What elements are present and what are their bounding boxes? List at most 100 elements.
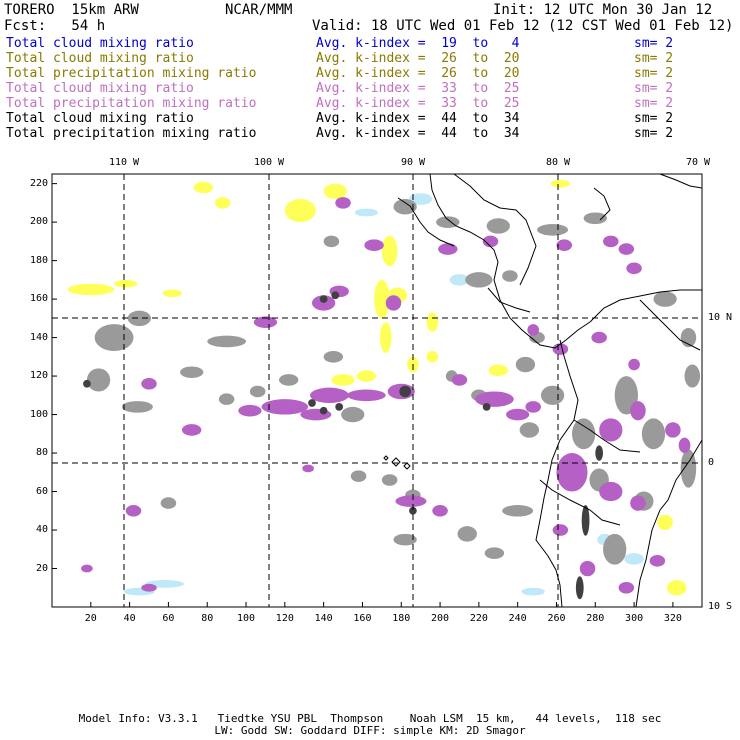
gray-field-cell [641,418,666,450]
coastline [383,455,389,461]
legend-field-name: Total cloud mixing ratio [6,81,194,96]
purple-field-cell [678,437,691,454]
dark-field-cell [482,403,491,411]
grid-y-label: 120 [29,370,48,382]
yellow-field-cell [426,351,439,363]
legend-smoothing: sm= 2 [634,81,674,96]
yellow-field-cell [381,235,398,267]
purple-field-cell [253,316,278,328]
purple-field-cell [579,560,596,577]
footer-physics: LW: Godd SW: Goddard DIFF: simple KM: 2D… [214,724,526,737]
legend-smoothing: sm= 2 [634,126,674,141]
purple-field-cell [591,331,607,344]
purple-field-cell [527,324,540,336]
legend-row: Total precipitation mixing ratio Avg. k-i… [6,96,731,111]
coastline [539,479,621,526]
forecast-hour: Fcst: 54 h [4,18,106,34]
grid-x-label: 180 [392,613,411,624]
coastlines [383,173,703,608]
coastline [639,299,701,351]
legend-k-index: Avg. k-index = 26 to 20 [316,51,520,66]
purple-field-cell [599,418,623,442]
grid-x-label: 80 [201,613,214,624]
purple-field-cell [385,295,402,311]
purple-field-cell [182,424,202,436]
gray-field-cell [180,366,204,378]
gray-field-cell [160,497,177,509]
gray-field-cell [502,505,534,517]
yellow-field-cell [284,199,316,223]
legend-smoothing: sm= 2 [634,111,674,126]
legend-field-name: Total precipitation mixing ratio [6,126,257,141]
grid-x-label: 120 [275,613,294,624]
purple-field-cell [432,505,448,517]
yellow-field-cell [657,514,673,531]
purple-field-cell [261,399,309,415]
longitude-label: 80 W [545,157,571,168]
purple-field-cell [506,408,530,421]
field-layer [67,179,701,600]
dark-field-cell [319,295,328,303]
purple-field-cell [81,564,93,573]
purple-field-cell [482,235,499,248]
legend-k-index: Avg. k-index = 19 to 4 [316,36,520,51]
purple-field-cell [525,401,541,413]
gray-field-cell [207,335,247,348]
purple-field-cell [630,495,646,511]
gray-field-cell [603,533,627,565]
cyan-field-cell [409,193,433,205]
purple-field-cell [556,239,573,251]
latitude-label: 10 N [708,312,733,323]
grid-y-label: 220 [29,177,48,189]
legend-field-name: Total cloud mixing ratio [6,51,194,66]
legend-field-name: Total cloud mixing ratio [6,36,194,51]
gray-field-cell [680,449,697,488]
gray-field-cell [684,364,701,388]
grid-y-label: 180 [29,254,48,266]
legend-k-index: Avg. k-index = 33 to 25 [316,81,520,96]
coastline [429,173,591,349]
grid-y-label: 40 [35,524,48,536]
gray-field-cell [540,385,565,405]
gray-field-cell [94,324,134,352]
dark-field-cell [319,406,328,415]
yellow-field-cell [331,374,355,386]
longitude-label: 70 W [685,157,711,168]
legend-field-name: Total precipitation mixing ratio [6,66,257,81]
purple-field-cell [649,555,666,567]
gray-field-cell [486,218,510,234]
gray-field-cell [653,291,677,307]
purple-field-cell [665,422,681,438]
legend-k-index: Avg. k-index = 44 to 34 [316,126,520,141]
legend-row: Total precipitation mixing ratio Avg. k-i… [6,66,731,81]
grid-x-label: 20 [84,613,97,624]
purple-field-cell [141,583,157,592]
gray-field-cell [279,374,299,386]
organization: NCAR/MMM [225,2,293,18]
purple-field-cell [438,243,458,255]
axis-ticks [52,183,674,607]
legend-row: Total precipitation mixing ratio Avg. k-i… [6,126,731,141]
gray-field-cell [537,224,569,236]
grid-y-label: 80 [35,447,48,459]
dark-field-cell [595,445,604,461]
grid-x-label: 240 [508,613,527,624]
cyan-field-cell [521,587,545,596]
coastline [535,339,579,608]
purple-field-cell [603,235,619,248]
cyan-field-cell [449,274,470,286]
grid-x-label: 160 [353,613,372,624]
legend-k-index: Avg. k-index = 26 to 20 [316,66,520,81]
grid-x-label: 100 [236,613,256,624]
gray-field-cell [465,272,493,288]
longitude-label: 100 W [253,157,285,168]
legend-smoothing: sm= 2 [634,51,674,66]
yellow-field-cell [426,312,439,332]
latitude-label: 0 [708,457,715,468]
coastline [593,187,611,221]
footer-model-info: Model Info: V3.3.1 Tiedtke YSU PBL Thomp… [78,712,662,725]
coastline [635,439,703,608]
coastline [453,173,537,286]
gray-field-cell [381,474,398,486]
